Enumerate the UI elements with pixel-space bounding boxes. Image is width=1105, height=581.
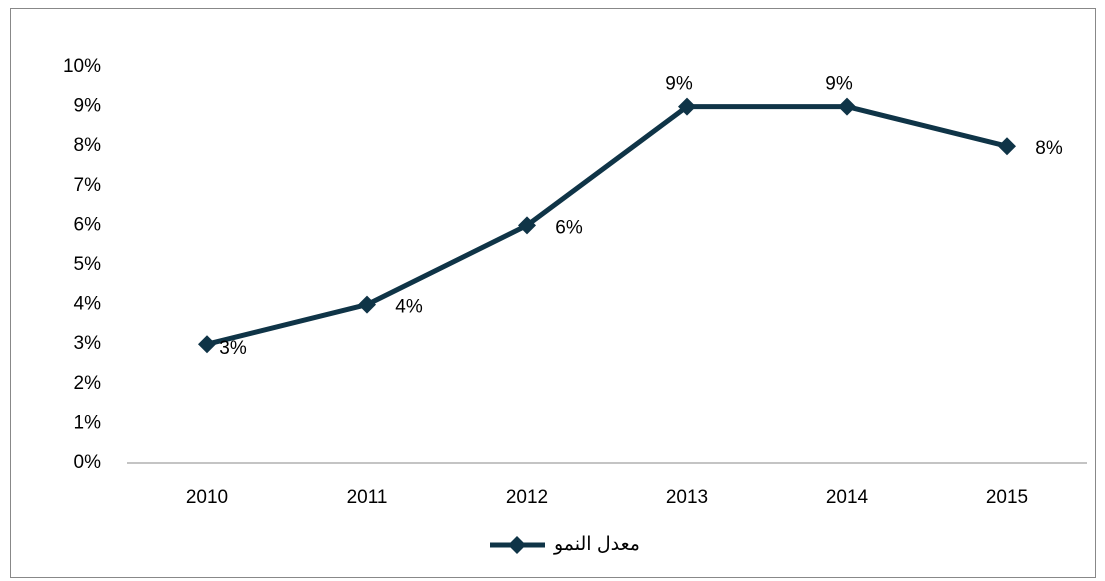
legend-marker	[508, 536, 526, 554]
y-tick-label: 3%	[74, 333, 102, 354]
legend-label: معدل النمو	[553, 534, 640, 555]
marker	[838, 97, 856, 116]
marker	[678, 97, 696, 116]
y-tick-label: 9%	[74, 96, 102, 117]
x-tick-label: 2015	[986, 487, 1028, 508]
data-label: 3%	[219, 338, 247, 359]
y-tick-label: 4%	[74, 294, 102, 315]
data-label: 4%	[395, 297, 423, 318]
data-label: 9%	[665, 74, 693, 95]
y-tick-label: 5%	[74, 254, 102, 275]
y-tick-label: 7%	[74, 175, 102, 196]
marker	[358, 295, 376, 314]
y-tick-label: 8%	[74, 135, 102, 156]
data-label: 9%	[825, 74, 853, 95]
marker	[518, 216, 536, 235]
line	[206, 104, 1008, 347]
chart-border	[10, 8, 1096, 578]
y-tick-label: 6%	[74, 214, 102, 235]
y-tick-label: 0%	[74, 452, 102, 473]
marker	[198, 335, 216, 354]
x-tick-label: 2013	[666, 487, 708, 508]
x-tick-label: 2012	[506, 487, 548, 508]
x-tick-label: 2014	[826, 487, 869, 508]
x-tick-label: 2011	[347, 487, 388, 508]
y-tick-label: 10%	[63, 56, 101, 77]
x-tick-label: 2010	[186, 487, 228, 508]
marker	[998, 137, 1016, 156]
data-label: 8%	[1035, 138, 1063, 159]
y-tick-label: 1%	[74, 412, 102, 433]
data-label: 6%	[555, 217, 583, 238]
y-tick-label: 2%	[74, 373, 102, 394]
